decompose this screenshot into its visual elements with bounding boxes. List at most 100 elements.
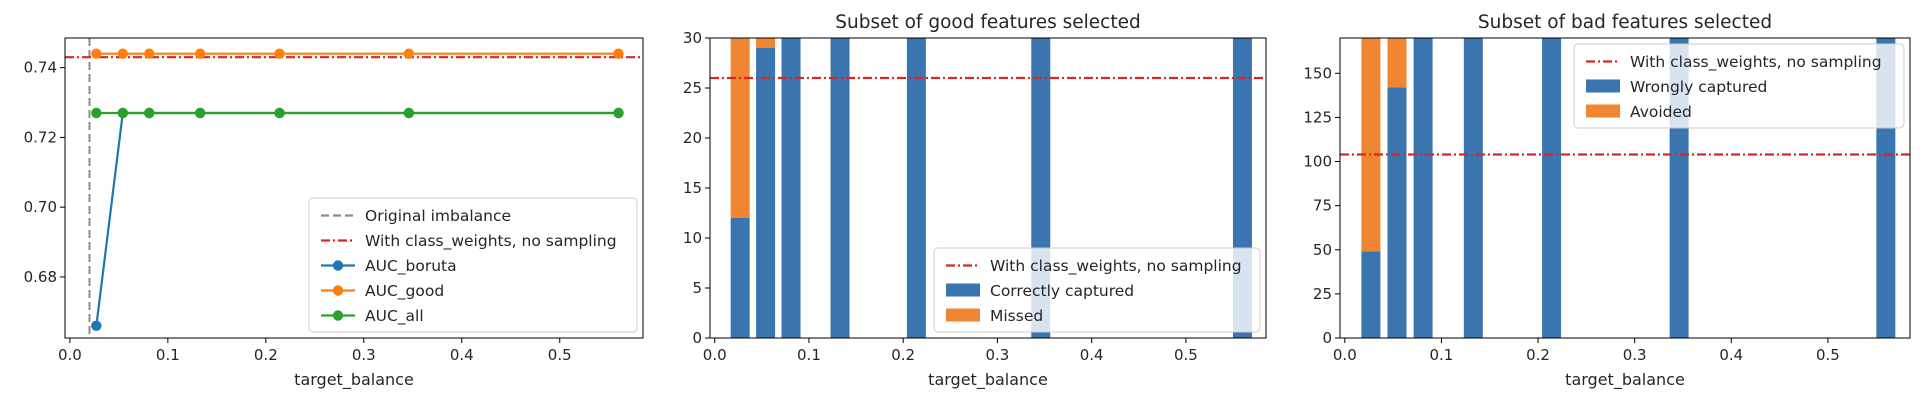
bar-wrongly-captured bbox=[1463, 38, 1483, 338]
bar-correctly-captured bbox=[781, 38, 801, 338]
legend: Original imbalance With class_weights, no… bbox=[308, 197, 638, 333]
legend-label: AUC_good bbox=[365, 282, 444, 301]
y-tick-label: 50 bbox=[1313, 241, 1332, 259]
x-tick-label: 0.4 bbox=[1080, 346, 1104, 364]
legend-label: With class_weights, no sampling bbox=[365, 232, 617, 251]
data-point-auc-good bbox=[274, 48, 285, 59]
chart-title: Subset of good features selected bbox=[835, 12, 1141, 33]
legend-marker-swatch bbox=[332, 285, 344, 296]
legend-patch-swatch bbox=[946, 308, 980, 322]
x-axis-label: target_balance bbox=[294, 370, 414, 390]
x-tick-label: 0.5 bbox=[548, 346, 572, 364]
x-tick-label: 0.5 bbox=[1816, 346, 1840, 364]
y-tick-label: 0.70 bbox=[24, 198, 57, 216]
y-tick-label: 150 bbox=[1303, 64, 1332, 82]
bar-wrongly-captured bbox=[1361, 251, 1381, 338]
legend-marker-swatch bbox=[332, 260, 344, 271]
x-tick-label: 0.0 bbox=[703, 346, 727, 364]
y-tick-label: 100 bbox=[1303, 153, 1332, 171]
data-point-auc-good bbox=[403, 48, 415, 59]
legend-label: AUC_boruta bbox=[365, 257, 457, 276]
y-tick-label: 5 bbox=[692, 279, 702, 297]
y-tick-label: 25 bbox=[683, 79, 702, 97]
legend-label: AUC_all bbox=[365, 307, 424, 326]
data-point-auc-good bbox=[194, 48, 206, 59]
x-tick-label: 0.1 bbox=[797, 346, 821, 364]
data-point-auc-all bbox=[613, 107, 624, 119]
y-tick-label: 30 bbox=[683, 29, 702, 47]
data-point-auc-good bbox=[117, 48, 128, 59]
axes-frame bbox=[64, 37, 644, 339]
good-features-bar-chart: Subset of good features selected 0.0 0.1 0.… bbox=[683, 12, 1267, 390]
bad-features-bar-chart: Subset of bad features selected 0.0 0.1 0.2… bbox=[1303, 12, 1911, 390]
y-tick-label: 0.68 bbox=[24, 268, 57, 286]
x-tick-label: 0.2 bbox=[254, 346, 278, 364]
y-tick-label: 0.74 bbox=[24, 59, 57, 77]
y-tick-label: 0 bbox=[1322, 329, 1332, 347]
data-point-auc-all bbox=[144, 107, 155, 119]
x-tick-label: 0.4 bbox=[1719, 346, 1743, 364]
legend-label: Missed bbox=[990, 307, 1043, 325]
y-tick-label: 0.72 bbox=[24, 128, 57, 146]
legend-label: Wrongly captured bbox=[1630, 78, 1767, 96]
data-point-auc-good bbox=[144, 48, 155, 59]
chart-title: Subset of bad features selected bbox=[1478, 12, 1772, 33]
bar-missed bbox=[730, 38, 750, 218]
axes-frame bbox=[1339, 37, 1911, 339]
legend-label: With class_weights, no sampling bbox=[1630, 53, 1882, 72]
legend: With class_weights, no sampling Wrongly c… bbox=[1573, 43, 1905, 129]
legend-patch-swatch bbox=[1586, 104, 1620, 118]
x-tick-label: 0.0 bbox=[58, 346, 82, 364]
legend-box bbox=[308, 197, 638, 333]
data-point-auc-boruta bbox=[91, 320, 102, 331]
y-tick-label: 75 bbox=[1313, 197, 1332, 215]
legend-label: Avoided bbox=[1630, 103, 1692, 121]
legend-patch-swatch bbox=[946, 283, 980, 297]
bar-correctly-captured bbox=[906, 38, 926, 338]
x-tick-label: 0.2 bbox=[891, 346, 915, 364]
data-point-auc-all bbox=[194, 107, 206, 119]
bar-avoided bbox=[1387, 38, 1407, 88]
bar-correctly-captured bbox=[830, 38, 850, 338]
x-tick-label: 0.3 bbox=[352, 346, 376, 364]
legend-label: Original imbalance bbox=[365, 207, 511, 225]
bar-correctly-captured bbox=[756, 48, 776, 338]
bar-correctly-captured bbox=[730, 218, 750, 338]
x-tick-label: 0.4 bbox=[450, 346, 474, 364]
data-point-auc-all bbox=[117, 107, 128, 119]
bar-wrongly-captured bbox=[1542, 38, 1562, 338]
x-tick-label: 0.0 bbox=[1333, 346, 1357, 364]
auc-line-chart: 0.0 0.1 0.2 0.3 0.4 0.5 0.68 0.70 0.72 0.74 target… bbox=[24, 37, 644, 390]
legend-marker-swatch bbox=[332, 310, 344, 321]
x-tick-label: 0.1 bbox=[1430, 346, 1454, 364]
data-point-auc-good bbox=[91, 48, 102, 59]
x-tick-label: 0.3 bbox=[985, 346, 1009, 364]
bar-avoided bbox=[1361, 38, 1381, 252]
legend-label: Correctly captured bbox=[990, 282, 1134, 300]
y-tick-label: 20 bbox=[683, 129, 702, 147]
legend-label: With class_weights, no sampling bbox=[990, 257, 1242, 276]
x-tick-label: 0.5 bbox=[1174, 346, 1198, 364]
y-tick-label: 0 bbox=[692, 329, 702, 347]
x-axis-label: target_balance bbox=[1565, 370, 1685, 390]
data-point-auc-good bbox=[613, 48, 624, 59]
y-tick-label: 125 bbox=[1303, 108, 1332, 126]
y-tick-label: 15 bbox=[683, 179, 702, 197]
legend-box bbox=[1573, 43, 1905, 129]
legend-patch-swatch bbox=[1586, 79, 1620, 93]
bar-wrongly-captured bbox=[1413, 38, 1433, 338]
data-point-auc-all bbox=[91, 107, 102, 119]
y-tick-label: 25 bbox=[1313, 285, 1332, 303]
x-tick-label: 0.1 bbox=[156, 346, 180, 364]
x-tick-label: 0.2 bbox=[1526, 346, 1550, 364]
legend-box bbox=[933, 247, 1261, 333]
data-point-auc-all bbox=[274, 107, 285, 119]
y-tick-label: 10 bbox=[683, 229, 702, 247]
bar-wrongly-captured bbox=[1387, 87, 1407, 338]
x-tick-label: 0.3 bbox=[1623, 346, 1647, 364]
legend: With class_weights, no sampling Correctly… bbox=[933, 247, 1261, 333]
x-axis-label: target_balance bbox=[928, 370, 1048, 390]
bar-missed bbox=[756, 38, 776, 48]
data-point-auc-all bbox=[403, 107, 415, 119]
